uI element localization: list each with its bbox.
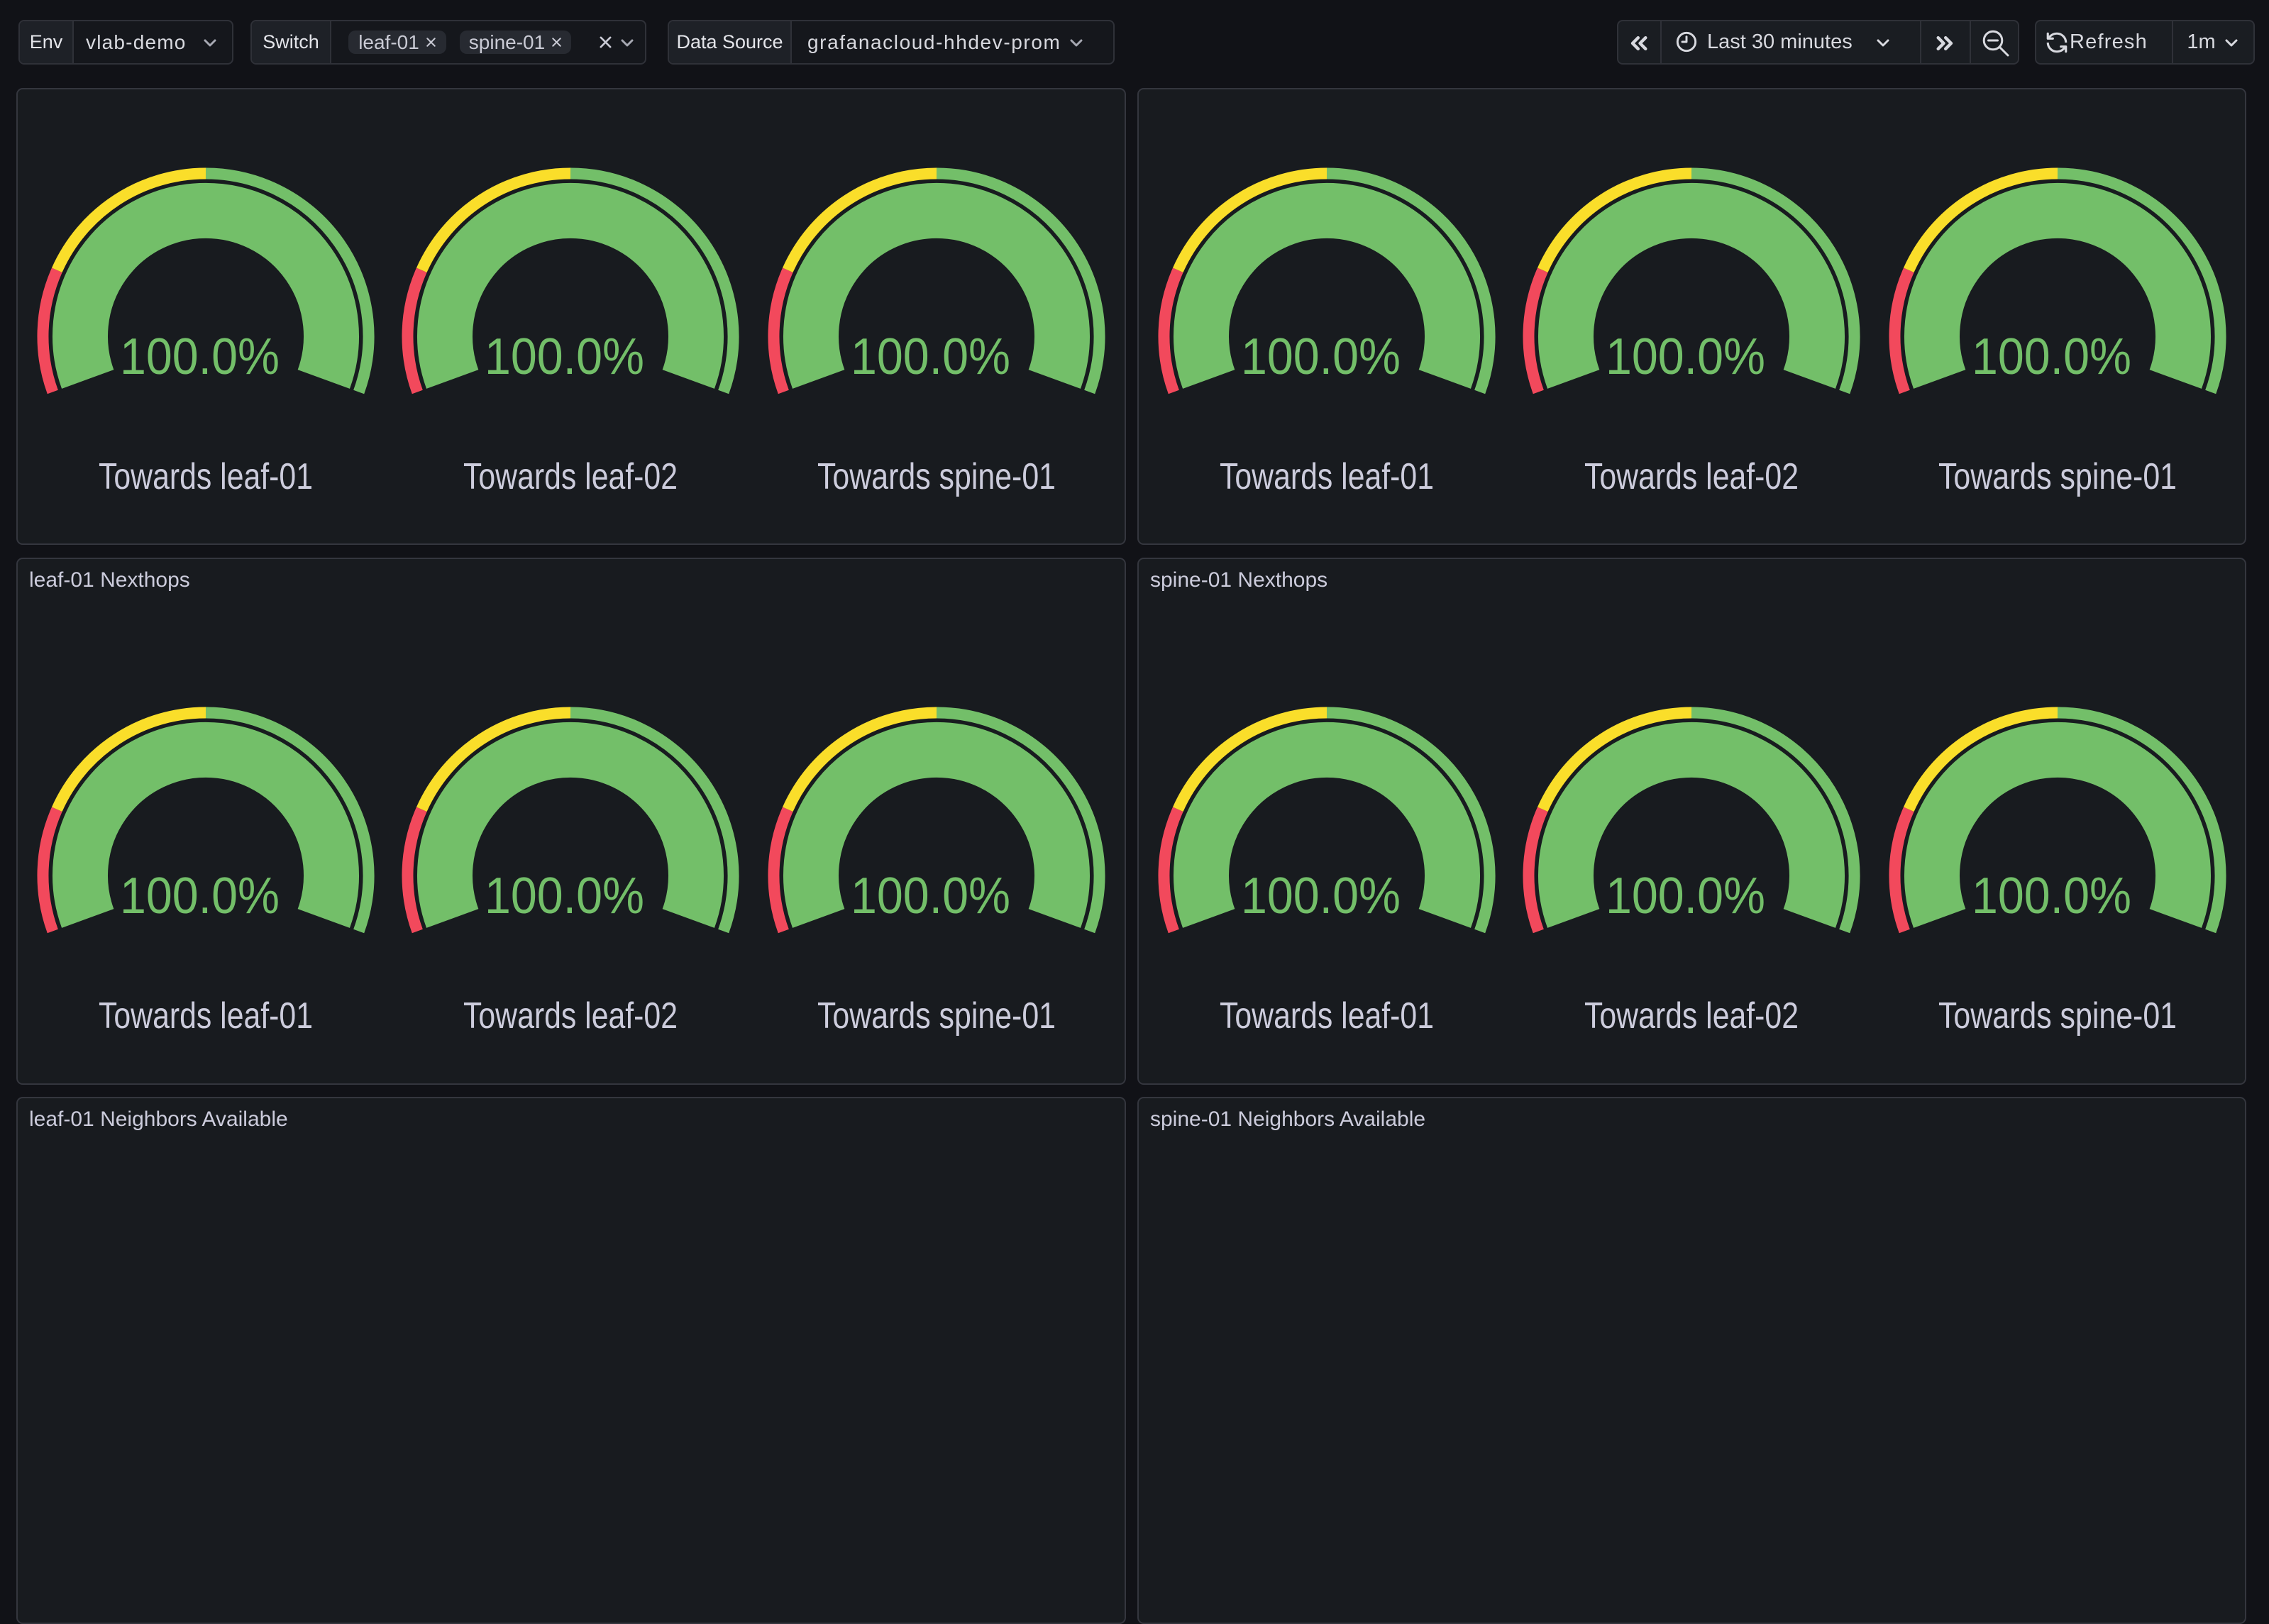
svg-text:100.0%: 100.0% xyxy=(485,868,644,924)
svg-text:leaf-01 Neighbors Available: leaf-01 Neighbors Available xyxy=(29,1107,288,1131)
svg-text:100.0%: 100.0% xyxy=(1972,328,2131,385)
svg-text:100.0%: 100.0% xyxy=(1241,868,1401,924)
svg-text:100.0%: 100.0% xyxy=(1241,328,1401,385)
svg-text:Towards leaf-02: Towards leaf-02 xyxy=(463,995,678,1037)
svg-text:100.0%: 100.0% xyxy=(1606,868,1765,924)
svg-text:100.0%: 100.0% xyxy=(851,328,1010,385)
svg-text:Towards leaf-01: Towards leaf-01 xyxy=(99,456,313,497)
svg-text:Towards leaf-01: Towards leaf-01 xyxy=(99,995,313,1037)
svg-text:100.0%: 100.0% xyxy=(485,328,644,385)
svg-text:Towards spine-01: Towards spine-01 xyxy=(1938,456,2177,497)
svg-text:Towards leaf-02: Towards leaf-02 xyxy=(463,456,678,497)
svg-text:Towards leaf-01: Towards leaf-01 xyxy=(1220,995,1434,1037)
svg-text:Towards spine-01: Towards spine-01 xyxy=(1938,995,2177,1037)
svg-text:100.0%: 100.0% xyxy=(120,868,280,924)
svg-text:100.0%: 100.0% xyxy=(1606,328,1765,385)
svg-text:100.0%: 100.0% xyxy=(120,328,280,385)
svg-text:Towards leaf-02: Towards leaf-02 xyxy=(1584,456,1799,497)
svg-text:spine-01 Nexthops: spine-01 Nexthops xyxy=(1150,568,1327,592)
svg-text:Towards spine-01: Towards spine-01 xyxy=(817,456,1056,497)
svg-text:Towards leaf-02: Towards leaf-02 xyxy=(1584,995,1799,1037)
svg-text:100.0%: 100.0% xyxy=(851,868,1010,924)
svg-text:Towards leaf-01: Towards leaf-01 xyxy=(1220,456,1434,497)
svg-text:100.0%: 100.0% xyxy=(1972,868,2131,924)
svg-text:leaf-01 Nexthops: leaf-01 Nexthops xyxy=(29,568,190,592)
svg-text:Towards spine-01: Towards spine-01 xyxy=(817,995,1056,1037)
svg-text:spine-01 Neighbors Available: spine-01 Neighbors Available xyxy=(1150,1107,1425,1131)
